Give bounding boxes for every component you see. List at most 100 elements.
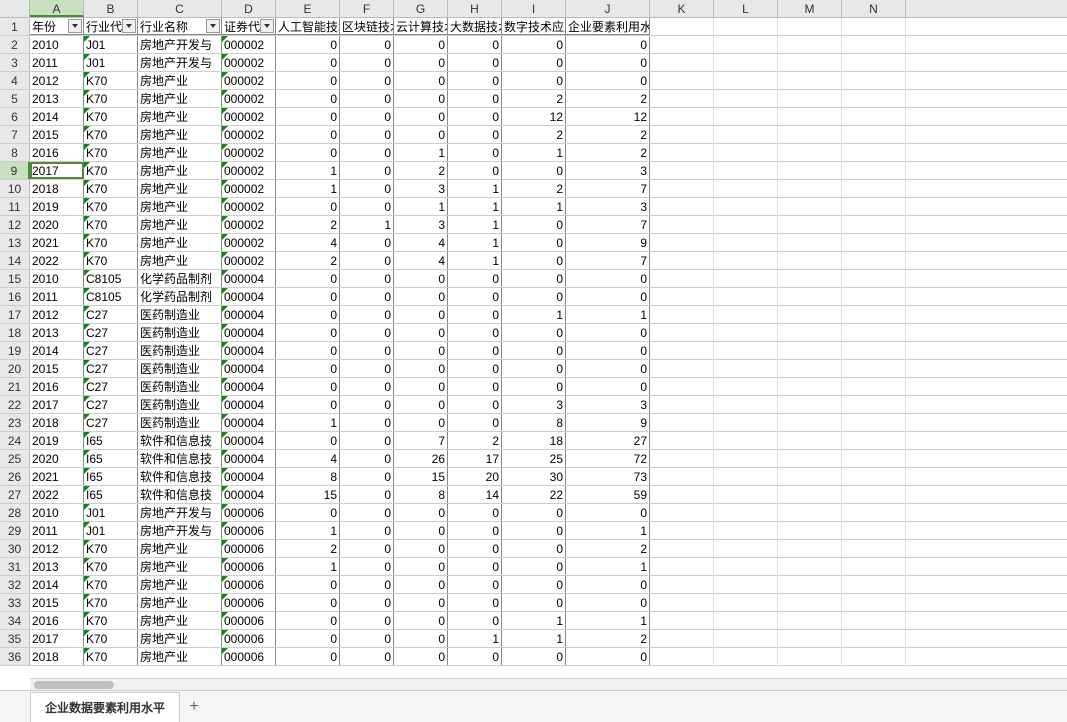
cell[interactable]: 9 bbox=[566, 234, 650, 251]
cell[interactable]: 房地产业 bbox=[138, 108, 222, 125]
cell[interactable]: 0 bbox=[448, 144, 502, 161]
cell[interactable]: 房地产开发与 bbox=[138, 36, 222, 53]
cell[interactable]: 0 bbox=[448, 360, 502, 377]
row-header-24[interactable]: 24 bbox=[0, 432, 30, 449]
cell[interactable]: C27 bbox=[84, 378, 138, 395]
cell[interactable]: 0 bbox=[448, 378, 502, 395]
empty-cell[interactable] bbox=[842, 288, 906, 306]
empty-cell[interactable] bbox=[650, 90, 714, 108]
cell[interactable]: 2012 bbox=[30, 540, 84, 557]
cell[interactable]: 0 bbox=[340, 558, 394, 575]
empty-cell[interactable] bbox=[714, 486, 778, 504]
cell[interactable]: 0 bbox=[394, 270, 448, 287]
header-cell-B[interactable]: 行业代 bbox=[84, 18, 138, 35]
cell[interactable]: 0 bbox=[394, 414, 448, 431]
cell[interactable]: 0 bbox=[340, 630, 394, 647]
cell[interactable]: 0 bbox=[448, 306, 502, 323]
empty-cell[interactable] bbox=[650, 180, 714, 198]
empty-cell[interactable] bbox=[842, 378, 906, 396]
empty-cell[interactable] bbox=[842, 522, 906, 540]
cell[interactable]: 0 bbox=[502, 162, 566, 179]
cell[interactable]: 0 bbox=[340, 450, 394, 467]
empty-cell[interactable] bbox=[650, 612, 714, 630]
cell[interactable]: 0 bbox=[502, 252, 566, 269]
empty-cell[interactable] bbox=[842, 648, 906, 666]
cell[interactable]: 3 bbox=[566, 162, 650, 179]
empty-cell[interactable] bbox=[650, 378, 714, 396]
empty-cell[interactable] bbox=[842, 162, 906, 180]
cell[interactable]: 医药制造业 bbox=[138, 396, 222, 413]
cell[interactable]: 2 bbox=[566, 540, 650, 557]
cell[interactable]: K70 bbox=[84, 198, 138, 215]
empty-cell[interactable] bbox=[714, 108, 778, 126]
cell[interactable]: K70 bbox=[84, 558, 138, 575]
empty-cell[interactable] bbox=[842, 54, 906, 72]
cell[interactable]: 2013 bbox=[30, 324, 84, 341]
horizontal-scrollbar[interactable] bbox=[30, 678, 1067, 690]
cell[interactable]: 0 bbox=[340, 144, 394, 161]
empty-cell[interactable] bbox=[778, 648, 842, 666]
cell[interactable]: 2011 bbox=[30, 522, 84, 539]
cell[interactable]: 000006 bbox=[222, 630, 276, 647]
empty-cell[interactable] bbox=[842, 126, 906, 144]
cell[interactable]: 25 bbox=[502, 450, 566, 467]
cell[interactable]: 2 bbox=[502, 126, 566, 143]
column-header-I[interactable]: I bbox=[502, 0, 566, 17]
cell[interactable]: 0 bbox=[502, 54, 566, 71]
cell[interactable]: 2 bbox=[502, 90, 566, 107]
header-cell-J[interactable]: 企业要素利用水平 bbox=[566, 18, 650, 35]
cell[interactable]: 0 bbox=[448, 396, 502, 413]
cell[interactable]: 0 bbox=[448, 558, 502, 575]
cell[interactable]: 000004 bbox=[222, 396, 276, 413]
row-header-7[interactable]: 7 bbox=[0, 126, 30, 143]
cell[interactable]: 房地产开发与 bbox=[138, 522, 222, 539]
header-cell-D[interactable]: 证券代码 bbox=[222, 18, 276, 35]
empty-cell[interactable] bbox=[714, 558, 778, 576]
cell[interactable]: 000004 bbox=[222, 324, 276, 341]
sheet-tab-active[interactable]: 企业数据要素利用水平 bbox=[30, 692, 180, 722]
cell[interactable]: 0 bbox=[502, 648, 566, 665]
row-header-2[interactable]: 2 bbox=[0, 36, 30, 53]
empty-cell[interactable] bbox=[778, 342, 842, 360]
cell[interactable]: 0 bbox=[340, 54, 394, 71]
row-header-27[interactable]: 27 bbox=[0, 486, 30, 503]
cell[interactable]: 0 bbox=[340, 126, 394, 143]
empty-cell[interactable] bbox=[778, 630, 842, 648]
cell[interactable]: K70 bbox=[84, 648, 138, 665]
cell[interactable]: 2 bbox=[276, 252, 340, 269]
cell[interactable]: 0 bbox=[340, 72, 394, 89]
cell[interactable]: K70 bbox=[84, 540, 138, 557]
cell[interactable]: 软件和信息技 bbox=[138, 432, 222, 449]
cell[interactable]: 0 bbox=[502, 540, 566, 557]
cell[interactable]: 0 bbox=[276, 594, 340, 611]
empty-cell[interactable] bbox=[650, 450, 714, 468]
cell[interactable]: 9 bbox=[566, 414, 650, 431]
cell[interactable]: 1 bbox=[502, 306, 566, 323]
cell[interactable]: 0 bbox=[394, 612, 448, 629]
cell[interactable]: 1 bbox=[340, 216, 394, 233]
row-header-22[interactable]: 22 bbox=[0, 396, 30, 413]
cell[interactable]: K70 bbox=[84, 162, 138, 179]
cell[interactable]: 18 bbox=[502, 432, 566, 449]
cell[interactable]: 0 bbox=[448, 288, 502, 305]
cell[interactable]: 2 bbox=[566, 126, 650, 143]
cell[interactable]: 0 bbox=[502, 576, 566, 593]
empty-cell[interactable] bbox=[650, 576, 714, 594]
cell[interactable]: I65 bbox=[84, 486, 138, 503]
cell[interactable]: J01 bbox=[84, 36, 138, 53]
row-header-31[interactable]: 31 bbox=[0, 558, 30, 575]
cell[interactable]: 0 bbox=[340, 324, 394, 341]
cell[interactable]: 7 bbox=[566, 180, 650, 197]
empty-cell[interactable] bbox=[714, 324, 778, 342]
column-header-B[interactable]: B bbox=[84, 0, 138, 17]
cell[interactable]: 0 bbox=[448, 648, 502, 665]
empty-cell[interactable] bbox=[714, 288, 778, 306]
cell[interactable]: 0 bbox=[448, 90, 502, 107]
empty-cell[interactable] bbox=[714, 360, 778, 378]
empty-cell[interactable] bbox=[778, 144, 842, 162]
cell[interactable]: 73 bbox=[566, 468, 650, 485]
cell[interactable]: 0 bbox=[276, 612, 340, 629]
cell[interactable]: 000004 bbox=[222, 450, 276, 467]
empty-cell[interactable] bbox=[842, 540, 906, 558]
cell[interactable]: 2016 bbox=[30, 144, 84, 161]
